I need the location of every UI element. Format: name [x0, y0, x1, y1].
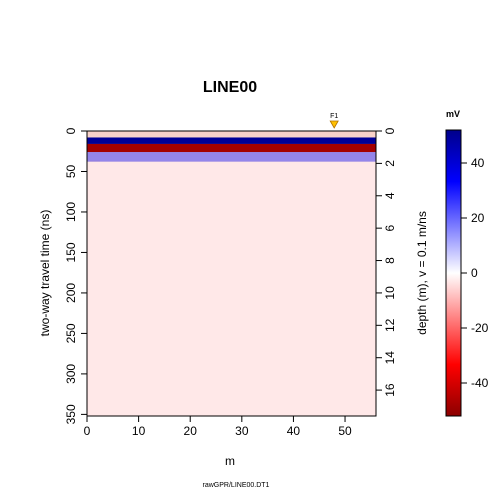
- radargram-image: [87, 131, 376, 416]
- y2-tick-label: 14: [383, 351, 397, 365]
- y-tick-label: 250: [64, 323, 78, 343]
- y2-tick-label: 16: [383, 383, 397, 397]
- plot-frame: [86, 130, 377, 417]
- y-axis-label: two-way travel time (ns): [38, 210, 52, 337]
- x-tick-label: 10: [132, 424, 146, 438]
- x-tick-label: 50: [338, 424, 352, 438]
- y2-tick-label: 8: [383, 257, 397, 264]
- colorbar-tick-label: 0: [471, 266, 478, 280]
- colorbar: [445, 129, 462, 417]
- y-tick-label: 50: [64, 164, 78, 178]
- y-tick-label: 150: [64, 242, 78, 262]
- colorbar-axis: 40 20 0 -20 -40: [461, 156, 489, 390]
- x-axis: 0 10 20 30 40 50: [84, 416, 352, 438]
- y-tick-label: 200: [64, 283, 78, 303]
- fiducial-marker-label: F1: [330, 113, 338, 120]
- x-tick-label: 40: [287, 424, 301, 438]
- band-1: [87, 143, 376, 153]
- y2-tick-label: 2: [383, 160, 397, 167]
- x-axis-label: m: [225, 454, 235, 468]
- band-3: [87, 161, 376, 416]
- y-tick-label: 100: [64, 202, 78, 222]
- colorbar-tick-label: -40: [471, 376, 489, 390]
- y2-tick-label: 12: [383, 318, 397, 332]
- colorbar-unit: mV: [446, 109, 460, 119]
- y2-tick-label: 0: [383, 127, 397, 134]
- colorbar-tick-label: 20: [471, 211, 485, 225]
- y2-tick-label: 10: [383, 286, 397, 300]
- y2-axis: 0 2 4 6 8 10 12 14 16: [376, 127, 397, 397]
- band-2: [87, 152, 376, 162]
- y-tick-label: 0: [64, 127, 78, 134]
- x-tick-label: 30: [235, 424, 249, 438]
- y2-tick-label: 6: [383, 225, 397, 232]
- y-tick-label: 300: [64, 364, 78, 384]
- fiducial-marker: F1: [329, 113, 339, 129]
- x-tick-label: 20: [184, 424, 198, 438]
- source-caption: rawGPR/LINE00.DT1: [203, 482, 270, 489]
- y2-axis-label: depth (m), v = 0.1 m/ns: [415, 211, 429, 335]
- band-0: [87, 137, 376, 144]
- y-tick-label: 350: [64, 404, 78, 424]
- y-axis: 0 50 100 150 200 250 300 350: [64, 127, 87, 424]
- chart-title: LINE00: [203, 79, 257, 96]
- x-tick-label: 0: [84, 424, 91, 438]
- fiducial-marker-triangle-icon: [329, 120, 339, 129]
- y2-tick-label: 4: [383, 192, 397, 199]
- colorbar-tick-label: 40: [471, 156, 485, 170]
- colorbar-tick-label: -20: [471, 321, 489, 335]
